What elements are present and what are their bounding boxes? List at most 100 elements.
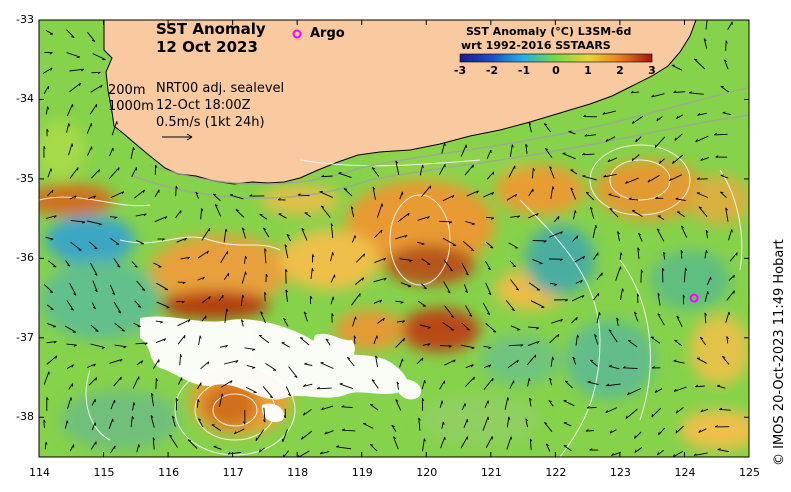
velocity-arrow [336, 446, 352, 450]
velocity-arrow [482, 191, 494, 198]
velocity-arrow-head [321, 174, 325, 178]
velocity-arrow-head [574, 210, 577, 214]
velocity-arrow-head [608, 193, 612, 196]
velocity-scale-arrow [162, 133, 193, 141]
velocity-arrow-head [324, 431, 327, 435]
velocity-scale-label: 0.5m/s (1kt 24h) [156, 115, 265, 130]
velocity-arrow-head [423, 287, 427, 290]
velocity-arrow-head [226, 308, 229, 312]
velocity-arrow-head [733, 274, 735, 279]
velocity-arrow [154, 189, 160, 198]
velocity-arrow-head [554, 283, 558, 286]
velocity-arrow [676, 211, 685, 218]
velocity-arrow [66, 123, 70, 133]
velocity-arrow [676, 114, 684, 119]
velocity-arrow [281, 342, 290, 348]
velocity-arrow [224, 308, 228, 324]
velocity-arrow [654, 136, 666, 148]
colorbar-tick-label: -2 [485, 64, 499, 77]
velocity-arrow [682, 294, 685, 305]
velocity-arrow-head [71, 143, 74, 147]
velocity-arrow [674, 339, 683, 347]
x-tick-label: 125 [739, 466, 760, 479]
velocity-arrow [589, 206, 595, 220]
velocity-arrow-head [395, 160, 399, 164]
x-tick-label: 123 [609, 466, 631, 479]
velocity-arrow-head [141, 289, 146, 292]
velocity-arrow-head [245, 255, 247, 259]
velocity-arrow [563, 400, 575, 407]
velocity-arrow [353, 335, 356, 345]
velocity-arrow-head [586, 406, 590, 409]
velocity-arrow [550, 356, 554, 367]
velocity-arrow [69, 195, 77, 200]
y-tick-label: -36 [16, 251, 34, 265]
velocity-arrow [90, 324, 99, 332]
velocity-arrow-head [208, 296, 211, 300]
velocity-arrow [395, 160, 400, 175]
velocity-arrow-head [658, 431, 660, 435]
colorbar-tick-label: 1 [584, 64, 592, 77]
velocity-arrow-head [187, 319, 191, 323]
velocity-arrow [485, 436, 493, 448]
velocity-arrow [504, 397, 509, 410]
velocity-arrow-head [353, 335, 357, 339]
velocity-arrow [509, 380, 515, 389]
velocity-arrow-head [408, 285, 412, 288]
velocity-arrow [197, 276, 205, 281]
velocity-arrow-head [213, 445, 217, 448]
velocity-arrow-head [163, 338, 167, 342]
velocity-arrow [152, 437, 155, 450]
y-tick-label: -38 [16, 410, 34, 424]
velocity-arrow-head [488, 364, 492, 368]
velocity-arrow [44, 441, 47, 450]
velocity-arrow [246, 364, 256, 369]
velocity-arrow [592, 225, 597, 239]
velocity-arrow-head [264, 292, 267, 296]
velocity-arrow [324, 430, 334, 435]
velocity-arrow-head [50, 67, 53, 71]
velocity-arrow [444, 359, 456, 366]
velocity-arrow [698, 428, 707, 433]
velocity-arrow [549, 231, 563, 238]
velocity-arrow [418, 417, 421, 431]
velocity-arrow [528, 282, 541, 291]
velocity-arrow-head [700, 157, 704, 161]
velocity-arrow-head [207, 361, 210, 365]
velocity-arrow [695, 135, 709, 143]
velocity-arrow [572, 356, 577, 365]
velocity-arrow [179, 354, 181, 366]
velocity-arrow [657, 313, 665, 326]
velocity-arrow-head [582, 174, 586, 177]
velocity-arrow [615, 266, 621, 281]
velocity-arrow [593, 292, 600, 301]
velocity-arrow-head [720, 174, 724, 176]
velocity-arrow-head [493, 331, 497, 333]
argo-float-marker[interactable] [689, 293, 699, 303]
velocity-arrow [195, 191, 200, 199]
velocity-arrow-head [93, 195, 97, 199]
velocity-arrow [197, 250, 209, 259]
velocity-arrow-head [714, 425, 718, 428]
velocity-arrow [156, 282, 169, 291]
velocity-arrow-head [697, 112, 701, 116]
credit-text: © IMOS 20-Oct-2023 11:49 Hobart [772, 239, 787, 466]
velocity-arrow-head [651, 414, 654, 418]
velocity-arrow [219, 393, 223, 407]
velocity-arrow-head [94, 289, 98, 293]
velocity-arrow-head [283, 415, 286, 419]
velocity-arrow [463, 284, 469, 293]
velocity-arrow [532, 240, 547, 242]
velocity-arrow-head [490, 217, 495, 220]
velocity-arrow [675, 425, 684, 434]
velocity-arrow [69, 68, 84, 72]
velocity-arrow-head [676, 115, 679, 119]
velocity-arrow-head [696, 177, 700, 180]
velocity-arrow-head [235, 209, 239, 211]
velocity-arrow [439, 220, 452, 223]
velocity-arrow-head [564, 299, 569, 302]
velocity-arrow [395, 337, 405, 348]
velocity-arrow [304, 363, 313, 366]
velocity-arrow-head [654, 389, 658, 393]
velocity-arrow [198, 335, 201, 345]
